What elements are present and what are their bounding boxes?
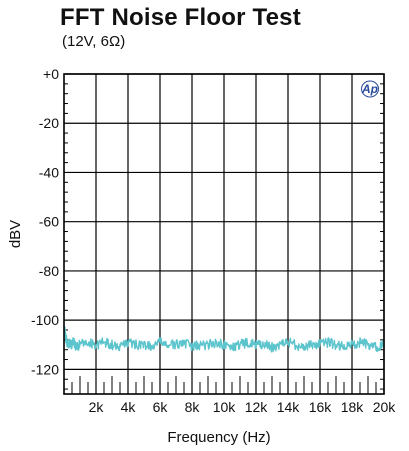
y-tick-labels: +0 -20 -40 -60 -80 -100 -120: [31, 66, 59, 377]
y-axis-label: dBV: [7, 220, 24, 248]
x-tick-label: 20k: [373, 399, 397, 415]
series-layer: [63, 326, 385, 353]
x-tick-labels: 2k 4k 6k 8k 10k 12k 14k 16k 18k 20k: [89, 399, 397, 415]
chart-title: FFT Noise Floor Test: [60, 4, 301, 31]
x-axis-label: Frequency (Hz): [167, 429, 270, 446]
y-tick-label: -60: [39, 214, 59, 230]
y-tick-label: -100: [31, 312, 59, 328]
x-tick-label: 18k: [341, 399, 365, 415]
x-tick-label: 16k: [309, 399, 333, 415]
x-tick-label: 4k: [121, 399, 137, 415]
x-tick-label: 12k: [245, 399, 269, 415]
noise-floor-series: [63, 326, 385, 353]
x-tick-label: 2k: [89, 399, 105, 415]
x-tick-label: 8k: [185, 399, 201, 415]
chart-subtitle: (12V, 6Ω): [62, 33, 126, 50]
x-tick-label: 10k: [213, 399, 237, 415]
y-tick-label: -80: [39, 263, 59, 279]
ap-logo: Ap: [361, 82, 378, 96]
y-tick-label: -120: [31, 361, 59, 377]
y-tick-label: -20: [39, 115, 59, 131]
plot-frame: [63, 73, 385, 395]
y-tick-label: -40: [39, 164, 59, 180]
x-tick-label: 14k: [277, 399, 301, 415]
ap-logo-ring: [361, 80, 379, 98]
x-tick-label: 6k: [153, 399, 169, 415]
y-tick-label: +0: [43, 66, 59, 82]
